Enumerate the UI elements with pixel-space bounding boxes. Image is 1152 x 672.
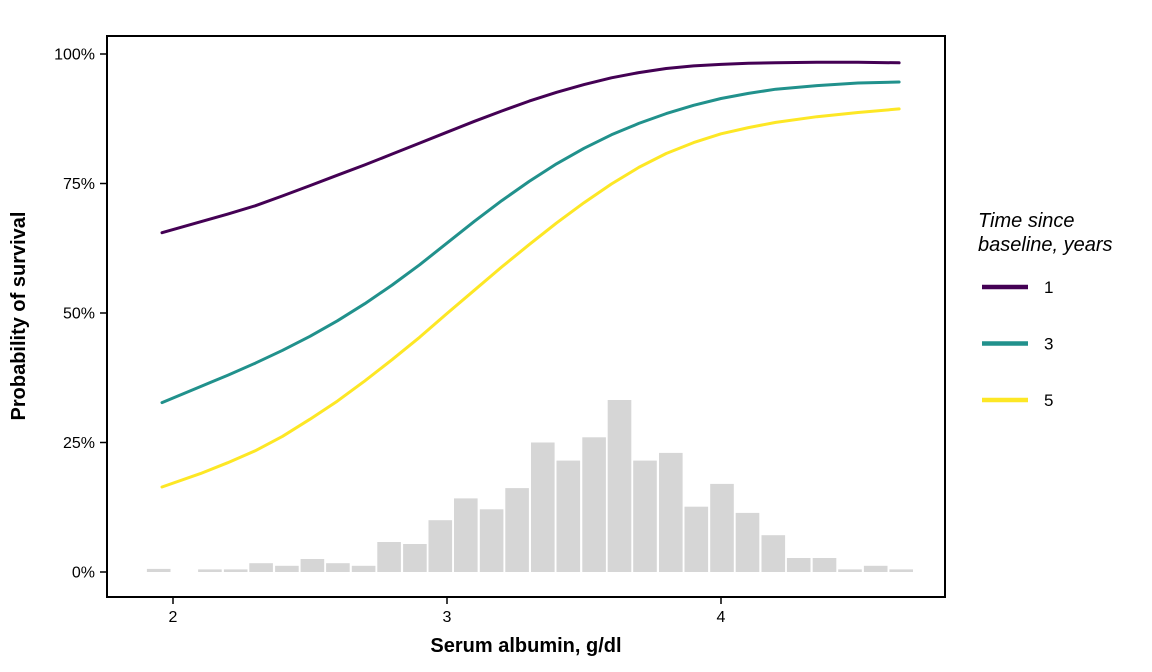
legend: Time since baseline, years 1 3 5 (978, 210, 1113, 410)
histogram-bar (377, 542, 401, 572)
histogram-bar (582, 437, 606, 572)
histogram-bar (812, 558, 837, 572)
y-axis-title: Probability of survival (8, 212, 30, 421)
histogram-bar (146, 568, 171, 572)
legend-entries: 1 3 5 (982, 278, 1053, 410)
histogram-bar (505, 488, 529, 572)
histogram-bar (249, 563, 273, 572)
histogram-bar (351, 565, 376, 572)
histogram-bar (403, 544, 427, 572)
survival-curves (160, 60, 901, 489)
legend-title-line-1: Time since (978, 210, 1075, 232)
survival-curve-year-1 (160, 60, 901, 235)
histogram-bar (428, 520, 453, 572)
x-tick-label: 4 (717, 609, 726, 626)
histogram-bar (838, 569, 862, 572)
legend-entry-label: 1 (1044, 278, 1053, 297)
histogram-bar (223, 569, 248, 572)
histogram-bar (275, 565, 299, 572)
histogram (146, 400, 913, 572)
histogram-bar (633, 460, 657, 572)
y-tick-label: 0% (72, 565, 95, 582)
plot-panel-border (106, 35, 946, 598)
x-tick-label: 3 (443, 609, 452, 626)
histogram-bar (710, 483, 734, 572)
legend-entry-label: 3 (1044, 335, 1053, 354)
histogram-bar (454, 498, 478, 572)
y-tick-label: 50% (63, 306, 95, 323)
histogram-bar (659, 452, 683, 572)
legend-entry-label: 5 (1044, 391, 1053, 410)
histogram-bar (684, 506, 709, 572)
y-tick-label: 75% (63, 176, 95, 193)
x-tick-label: 2 (169, 609, 178, 626)
histogram-bar (326, 563, 350, 572)
histogram-bar (863, 565, 888, 572)
histogram-bar (786, 558, 811, 572)
survival-curve-year-3 (160, 80, 901, 405)
legend-title-line-2: baseline, years (978, 234, 1113, 256)
histogram-bar (889, 569, 913, 572)
x-axis: 2 3 4 (169, 597, 726, 626)
x-axis-title: Serum albumin, g/dl (430, 635, 621, 657)
survival-curve-year-5 (160, 107, 901, 489)
histogram-bar (607, 400, 632, 572)
histogram-bar (735, 512, 760, 572)
histogram-bar (479, 509, 504, 572)
histogram-bar (761, 535, 786, 572)
histogram-bar (300, 559, 325, 572)
histogram-bar (556, 460, 581, 572)
y-axis: 0% 25% 50% 75% 100% (54, 47, 107, 582)
y-tick-label: 100% (54, 47, 95, 64)
y-tick-label: 25% (63, 435, 95, 452)
histogram-bar (531, 442, 555, 572)
histogram-bar (198, 569, 222, 572)
